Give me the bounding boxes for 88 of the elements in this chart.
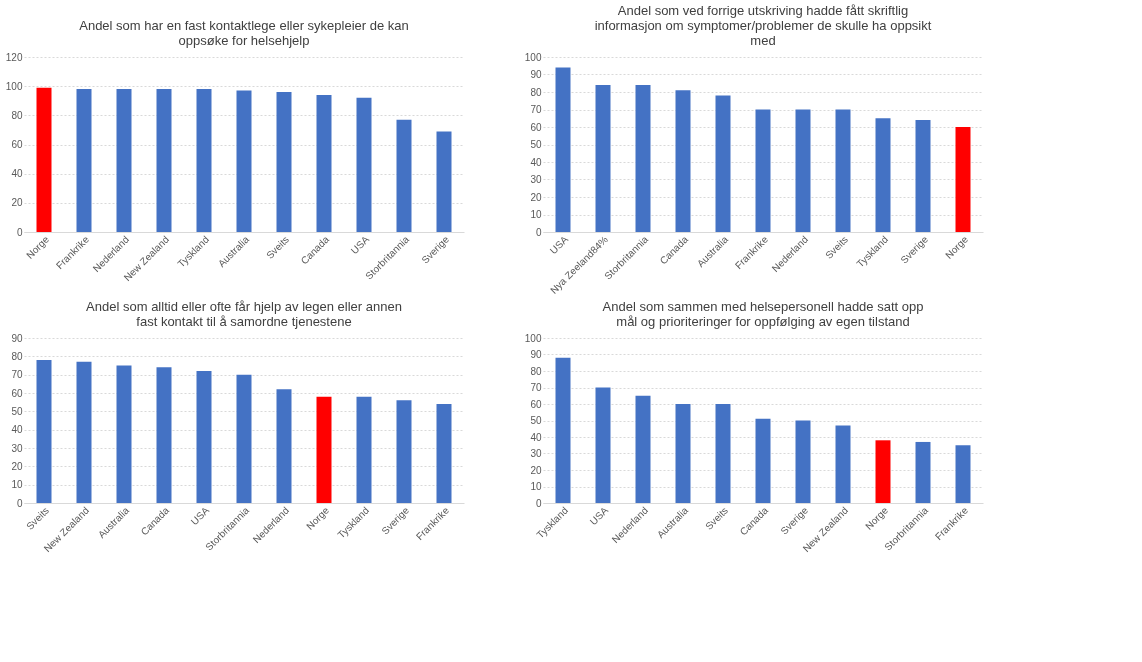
bar [36,87,52,232]
bar [955,445,971,503]
y-tick-label: 60 [530,121,542,133]
y-tick-label: 60 [530,398,542,410]
bar [276,389,292,503]
y-tick-label: 120 [5,51,23,63]
bar [76,361,92,503]
bar [396,400,412,503]
bar [236,374,252,503]
bar [356,396,372,503]
bar [436,131,452,232]
y-tick-label: 10 [530,481,542,492]
y-tick-label: 30 [530,174,542,185]
y-tick-label: 0 [16,226,23,238]
y-tick-label: 10 [530,209,542,220]
bar [795,109,811,232]
bar [915,441,931,503]
bar [555,357,571,503]
bar [675,404,691,503]
bar [196,89,212,232]
y-tick-label: 50 [530,415,542,426]
bar [196,371,212,503]
y-tick-label: 20 [11,197,23,209]
bar [835,109,851,232]
y-tick-label: 90 [11,332,23,344]
y-tick-label: 90 [530,349,542,360]
bar [795,420,811,503]
bar [116,365,132,503]
y-tick-label: 70 [530,382,542,393]
y-tick-label: 100 [524,332,542,344]
y-tick-label: 20 [530,464,542,476]
bar [755,418,771,503]
y-tick-label: 100 [5,80,23,92]
y-tick-label: 0 [535,497,542,509]
y-tick-label: 70 [11,369,23,381]
y-tick-label: 40 [11,424,23,436]
bar [276,92,292,232]
chart-title: Andel som ved forrige utskriving hadde fått skriftlig informasjon om symptomer/problemer de skulle ha oppsikt med [594,3,932,48]
y-tick-label: 40 [11,168,23,180]
chart-title: Andel som har en fast kontaktlege eller sykepleier de kan oppsøke for helsehjelp [79,18,409,48]
y-tick-label: 20 [530,191,542,203]
y-tick-label: 30 [11,442,23,454]
chart-title: Andel som sammen med helsepersonell hadde satt opp mål og prioriteringer for oppfølging av egen tilstand [602,299,924,329]
bar [635,395,651,503]
bar [316,396,332,503]
chart-title: Andel som alltid eller ofte får hjelp av legen eller annen fast kontakt til å samordne tjenestene [86,299,402,329]
bar [316,94,332,232]
y-tick-label: 60 [11,387,23,399]
y-tick-label: 0 [535,226,542,238]
bar [715,95,731,232]
bar [915,120,931,232]
x-tick-label: USA [587,504,611,528]
y-tick-label: 40 [530,431,542,443]
bar [356,97,372,232]
y-tick-label: 0 [16,497,23,509]
y-tick-label: 80 [530,365,542,377]
bar [835,425,851,503]
bar [236,90,252,232]
y-tick-label: 50 [11,405,23,417]
bar [595,85,611,232]
y-tick-label: 80 [530,86,542,98]
y-tick-label: 20 [11,460,23,472]
bar [36,360,52,503]
bar [875,440,891,503]
bar [715,404,731,503]
bar [76,89,92,232]
y-tick-label: 90 [530,69,542,80]
bar [436,404,452,503]
bar [156,89,172,232]
y-tick-label: 100 [524,51,542,63]
y-tick-label: 50 [530,139,542,150]
bar [156,367,172,503]
y-tick-label: 30 [530,448,542,459]
bar [595,387,611,503]
bar [675,90,691,232]
y-tick-label: 60 [11,139,23,150]
y-tick-label: 10 [11,479,23,491]
bar [555,67,571,232]
bar [635,85,651,232]
y-tick-label: 80 [11,350,23,362]
bar [955,127,971,232]
bar [875,118,891,232]
bar [396,119,412,232]
bar [755,109,771,232]
y-tick-label: 40 [530,156,542,168]
bar [116,89,132,232]
y-tick-label: 70 [530,104,542,115]
y-tick-label: 80 [11,109,23,121]
